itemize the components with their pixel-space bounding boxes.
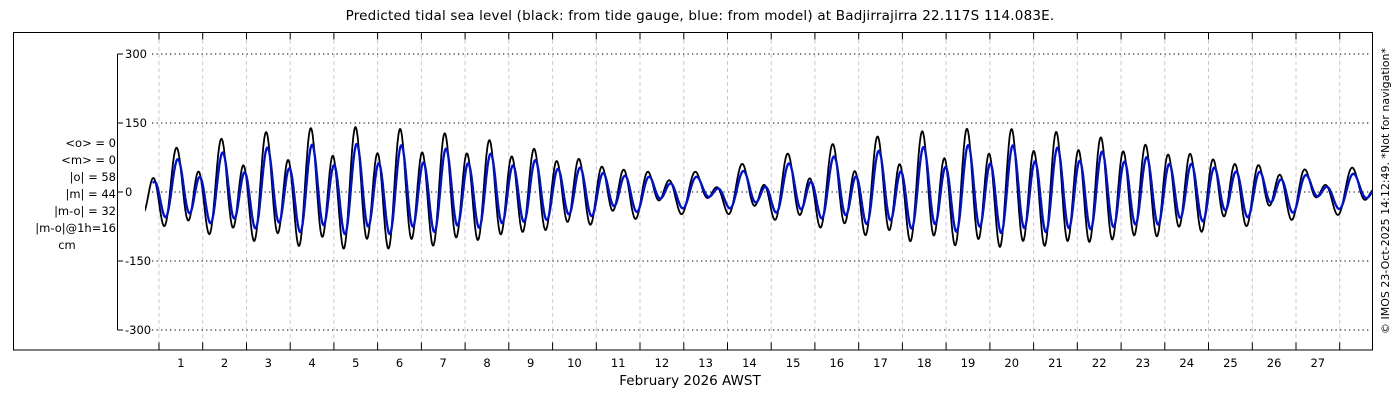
day-label: 25: [1223, 356, 1238, 370]
day-label: 8: [483, 356, 490, 370]
bottom-axis-ticks: [158, 342, 1341, 350]
day-label: 3: [265, 356, 272, 370]
day-label: 1: [177, 356, 184, 370]
y-axis-tick-labels: 300 150 0 -150 -300: [125, 47, 151, 337]
day-label: 27: [1310, 356, 1325, 370]
day-label: 26: [1267, 356, 1282, 370]
day-label: 18: [917, 356, 932, 370]
stats-line: <o> = 0: [65, 136, 116, 150]
day-label: 10: [567, 356, 582, 370]
day-label: 6: [396, 356, 403, 370]
day-label: 20: [1004, 356, 1019, 370]
stats-line: |m| = 44: [65, 187, 116, 201]
chart-title: Predicted tidal sea level (black: from t…: [345, 8, 1055, 24]
day-label: 23: [1136, 356, 1151, 370]
stats-line: |o| = 58: [69, 170, 116, 184]
model-trace: [152, 142, 1373, 236]
y-axis: [117, 53, 123, 331]
x-axis-day-labels: 1 2 3 4 5 6 7 8 9 10 11 12 13 14 15 16 17 18 19 20 21 22 23 24 2…: [177, 356, 1325, 370]
day-label: 7: [440, 356, 447, 370]
x-axis-label: February 2026 AWST: [619, 373, 761, 389]
day-label: 21: [1048, 356, 1063, 370]
horizontal-gridlines: [152, 53, 1371, 331]
trace-area: [145, 126, 1373, 250]
day-label: 9: [527, 356, 534, 370]
day-label: 2: [221, 356, 228, 370]
top-axis-ticks: [158, 32, 1341, 40]
day-label: 13: [698, 356, 713, 370]
stats-unit: cm: [58, 238, 76, 252]
y-tick-label: 150: [125, 116, 147, 130]
day-label: 4: [308, 356, 315, 370]
day-label: 17: [873, 356, 888, 370]
stats-box: <o> = 0 <m> = 0 |o| = 58 |m| = 44 |m-o| = 32…: [18, 135, 116, 254]
day-label: 24: [1179, 356, 1194, 370]
day-label: 19: [961, 356, 976, 370]
stats-line: |m-o|@1h=16: [35, 221, 116, 235]
day-label: 5: [352, 356, 359, 370]
day-label: 15: [786, 356, 801, 370]
day-label: 22: [1092, 356, 1107, 370]
day-label: 14: [742, 356, 757, 370]
day-label: 12: [655, 356, 670, 370]
y-tick-label: 0: [125, 185, 132, 199]
day-label: 11: [611, 356, 626, 370]
day-label: 16: [829, 356, 844, 370]
stats-line: <m> = 0: [61, 153, 116, 167]
y-tick-label: -300: [125, 323, 151, 337]
y-tick-label: -150: [125, 254, 151, 268]
attribution-text: © IMOS 23-Oct-2025 14:12:49. *Not for na…: [1379, 48, 1392, 334]
stats-line: |m-o| = 32: [54, 204, 116, 218]
y-tick-label: 300: [125, 47, 147, 61]
